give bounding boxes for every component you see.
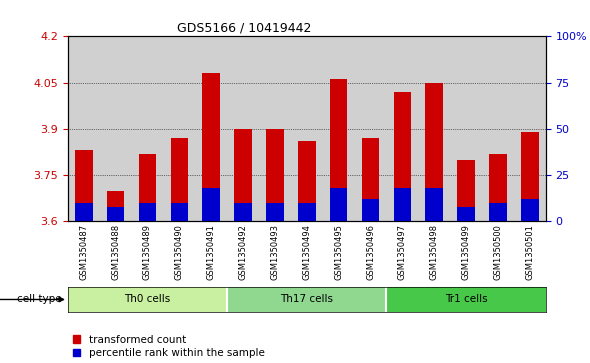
Bar <box>234 129 252 221</box>
Bar <box>259 36 291 221</box>
Bar <box>330 188 348 221</box>
Bar <box>234 203 252 221</box>
Bar <box>521 199 539 221</box>
Bar <box>457 207 475 221</box>
Bar <box>425 83 443 221</box>
Bar <box>355 36 386 221</box>
Bar <box>394 188 411 221</box>
Bar <box>227 287 386 312</box>
Bar <box>75 151 93 221</box>
Bar <box>266 129 284 221</box>
Bar <box>202 188 220 221</box>
Bar <box>171 203 188 221</box>
Bar <box>195 36 227 221</box>
Bar <box>482 36 514 221</box>
Bar <box>489 154 507 221</box>
Bar <box>298 141 316 221</box>
Bar <box>489 203 507 221</box>
Bar <box>139 154 156 221</box>
Bar <box>107 207 124 221</box>
Bar <box>107 191 124 221</box>
Text: cell type: cell type <box>17 294 62 305</box>
Bar <box>68 287 227 312</box>
Bar <box>521 132 539 221</box>
Bar <box>362 199 379 221</box>
Bar <box>298 203 316 221</box>
Text: Tr1 cells: Tr1 cells <box>445 294 487 305</box>
Bar <box>514 36 546 221</box>
Bar <box>386 287 546 312</box>
Bar <box>75 203 93 221</box>
Bar <box>227 36 259 221</box>
Bar <box>457 160 475 221</box>
Text: Th17 cells: Th17 cells <box>280 294 333 305</box>
Bar <box>450 36 482 221</box>
Text: Th0 cells: Th0 cells <box>124 294 171 305</box>
Bar <box>68 36 100 221</box>
Bar <box>163 36 195 221</box>
Bar <box>425 188 443 221</box>
Bar <box>132 36 163 221</box>
Bar <box>171 138 188 221</box>
Bar <box>100 36 132 221</box>
Legend: transformed count, percentile rank within the sample: transformed count, percentile rank withi… <box>73 335 264 358</box>
Bar <box>291 36 323 221</box>
Bar <box>330 79 348 221</box>
Bar <box>362 138 379 221</box>
Bar <box>386 36 418 221</box>
Bar <box>323 36 355 221</box>
Text: GDS5166 / 10419442: GDS5166 / 10419442 <box>177 22 312 35</box>
Bar <box>139 203 156 221</box>
Bar <box>202 73 220 221</box>
Bar <box>266 203 284 221</box>
Bar <box>394 92 411 221</box>
Bar <box>418 36 450 221</box>
